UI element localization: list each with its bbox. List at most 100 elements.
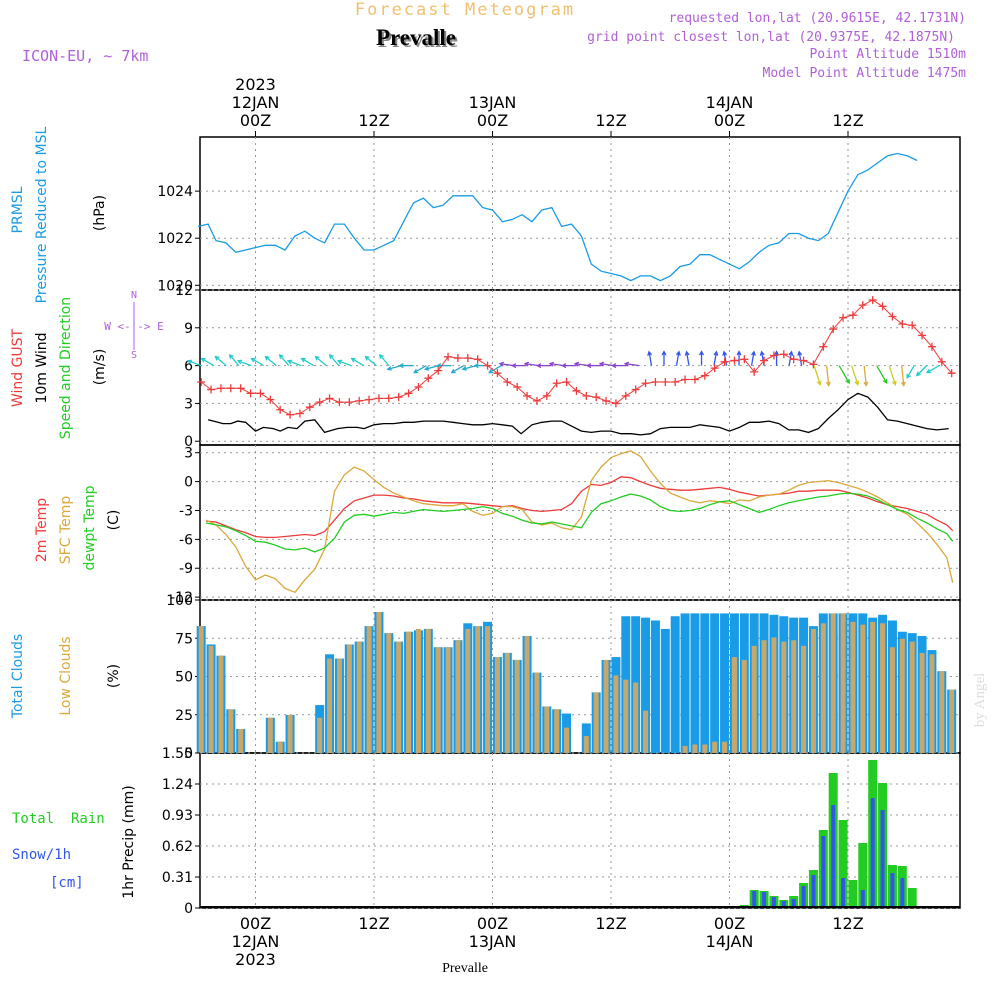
wind-gust-label: Wind GUST — [10, 328, 26, 407]
wind-arrow-head — [328, 353, 334, 359]
wind-gust-marker — [325, 394, 334, 403]
wind-arrow — [838, 365, 850, 384]
low-clouds-bar — [593, 692, 599, 753]
y-tick-label: 3 — [184, 396, 193, 412]
wind-gust-marker — [305, 403, 314, 412]
wind-arrow — [876, 365, 888, 384]
total-clouds-bar — [650, 620, 660, 753]
wind10-label: 10m Wind — [34, 332, 50, 403]
point-altitude: Point Altitude 1510m — [809, 47, 966, 62]
low-clouds-bar — [810, 628, 816, 753]
wind-arrow-head — [573, 361, 580, 367]
wind-arrow-head — [278, 353, 284, 359]
low-clouds-bar — [583, 736, 589, 753]
wind-arrow — [237, 360, 252, 367]
low-clouds-bar — [820, 623, 826, 753]
wind-gust-marker — [720, 357, 729, 366]
wind-arrow-head — [863, 381, 869, 387]
wind-arrow-head — [699, 350, 705, 356]
model-label: ICON-EU, ~ 7km — [22, 47, 148, 65]
wind-arrow-head — [797, 350, 803, 356]
wind-arrow — [425, 364, 440, 370]
wind-arrow-head — [548, 361, 555, 367]
wind-arrow-head — [314, 355, 320, 361]
rain-bar — [848, 880, 858, 908]
low-clouds-bar — [534, 672, 540, 753]
wind-arrow — [723, 351, 728, 366]
wind-gust-marker — [730, 356, 739, 365]
low-clouds-bar — [494, 657, 500, 753]
snow-bar — [860, 890, 865, 908]
compass-n: N — [131, 290, 137, 301]
wind-gust-marker — [750, 367, 759, 376]
wind-arrow — [379, 354, 390, 367]
wind-arrow-head — [386, 366, 392, 371]
sfc-temp-label: SFC Temp — [58, 496, 74, 565]
snow-bar — [771, 897, 776, 908]
wind-arrow — [798, 351, 803, 366]
wind-arrow-head — [788, 350, 794, 356]
panel-frame — [199, 136, 961, 291]
wind-gust-marker — [947, 369, 956, 378]
total-clouds-bar — [710, 613, 720, 753]
low-clouds-bar — [327, 658, 333, 753]
wind-arrow-head — [675, 350, 681, 356]
prmsl-label: PRMSL — [10, 186, 26, 233]
time-label-top: 13JAN — [469, 93, 517, 112]
snow-bar — [831, 805, 836, 908]
low-clouds-bar — [919, 652, 925, 753]
snow-bar — [801, 886, 806, 908]
y-tick-label: 6 — [184, 359, 193, 375]
wind-arrow — [901, 365, 905, 386]
wind-arrow-head — [364, 355, 370, 361]
wind-arrow-head — [214, 355, 220, 361]
time-label-bottom: 12JAN — [232, 932, 280, 951]
low-clouds-bar — [633, 682, 639, 753]
wind-gust-marker — [355, 396, 364, 405]
time-label-top: 12JAN — [232, 93, 280, 112]
low-clouds-bar — [336, 658, 342, 753]
low-clouds-bar — [880, 623, 886, 753]
wind-gust-marker — [839, 313, 848, 322]
wind-gust-marker — [453, 354, 462, 363]
wind-gust-marker — [552, 379, 561, 388]
grid-point-coords: grid point closest lon,lat (20.9375E, 42… — [587, 30, 955, 45]
low-clouds-bar — [238, 729, 244, 753]
wind-gust-marker — [582, 391, 591, 400]
wind-gust-marker — [888, 312, 897, 321]
low-clouds-bar — [781, 641, 787, 753]
y-tick-label: 0.31 — [162, 870, 193, 886]
low-clouds-bar — [692, 744, 698, 753]
low-clouds-bar — [860, 624, 866, 753]
y-tick-label: 0 — [184, 901, 193, 917]
total-clouds-bar — [690, 613, 700, 753]
wind-arrow-head — [398, 363, 404, 369]
total-clouds-bar — [720, 613, 730, 753]
wind-arrow-head — [378, 353, 384, 359]
y-tick-label: 75 — [175, 631, 193, 647]
wind-arrow-head — [236, 359, 243, 365]
wind-arrow — [600, 363, 615, 367]
wind-gust-marker — [434, 366, 443, 375]
low-clouds-bar — [475, 626, 481, 753]
total-clouds-bar — [660, 628, 670, 753]
low-clouds-bar — [791, 640, 797, 753]
time-label-top: 00Z — [477, 111, 508, 130]
wind-gust-marker — [681, 375, 690, 384]
compass-s: S — [131, 350, 137, 361]
wind-gust-marker — [572, 386, 581, 395]
wind-arrow-head — [511, 363, 517, 369]
wind-arrow-head — [350, 357, 356, 363]
wind-gust-marker — [335, 398, 344, 407]
wind-arrow — [229, 354, 240, 367]
wind-arrow — [451, 365, 465, 374]
y-tick-label: -3 — [179, 503, 193, 519]
wind-unit: (m/s) — [92, 349, 108, 386]
wind-arrow-head — [816, 380, 822, 386]
wind-gust-marker — [829, 325, 838, 334]
wind-arrow — [329, 354, 340, 367]
wind-arrow-head — [647, 350, 653, 356]
snow-bar — [821, 836, 826, 908]
wind-gust-marker — [295, 409, 304, 418]
low-clouds-bar — [870, 621, 876, 753]
